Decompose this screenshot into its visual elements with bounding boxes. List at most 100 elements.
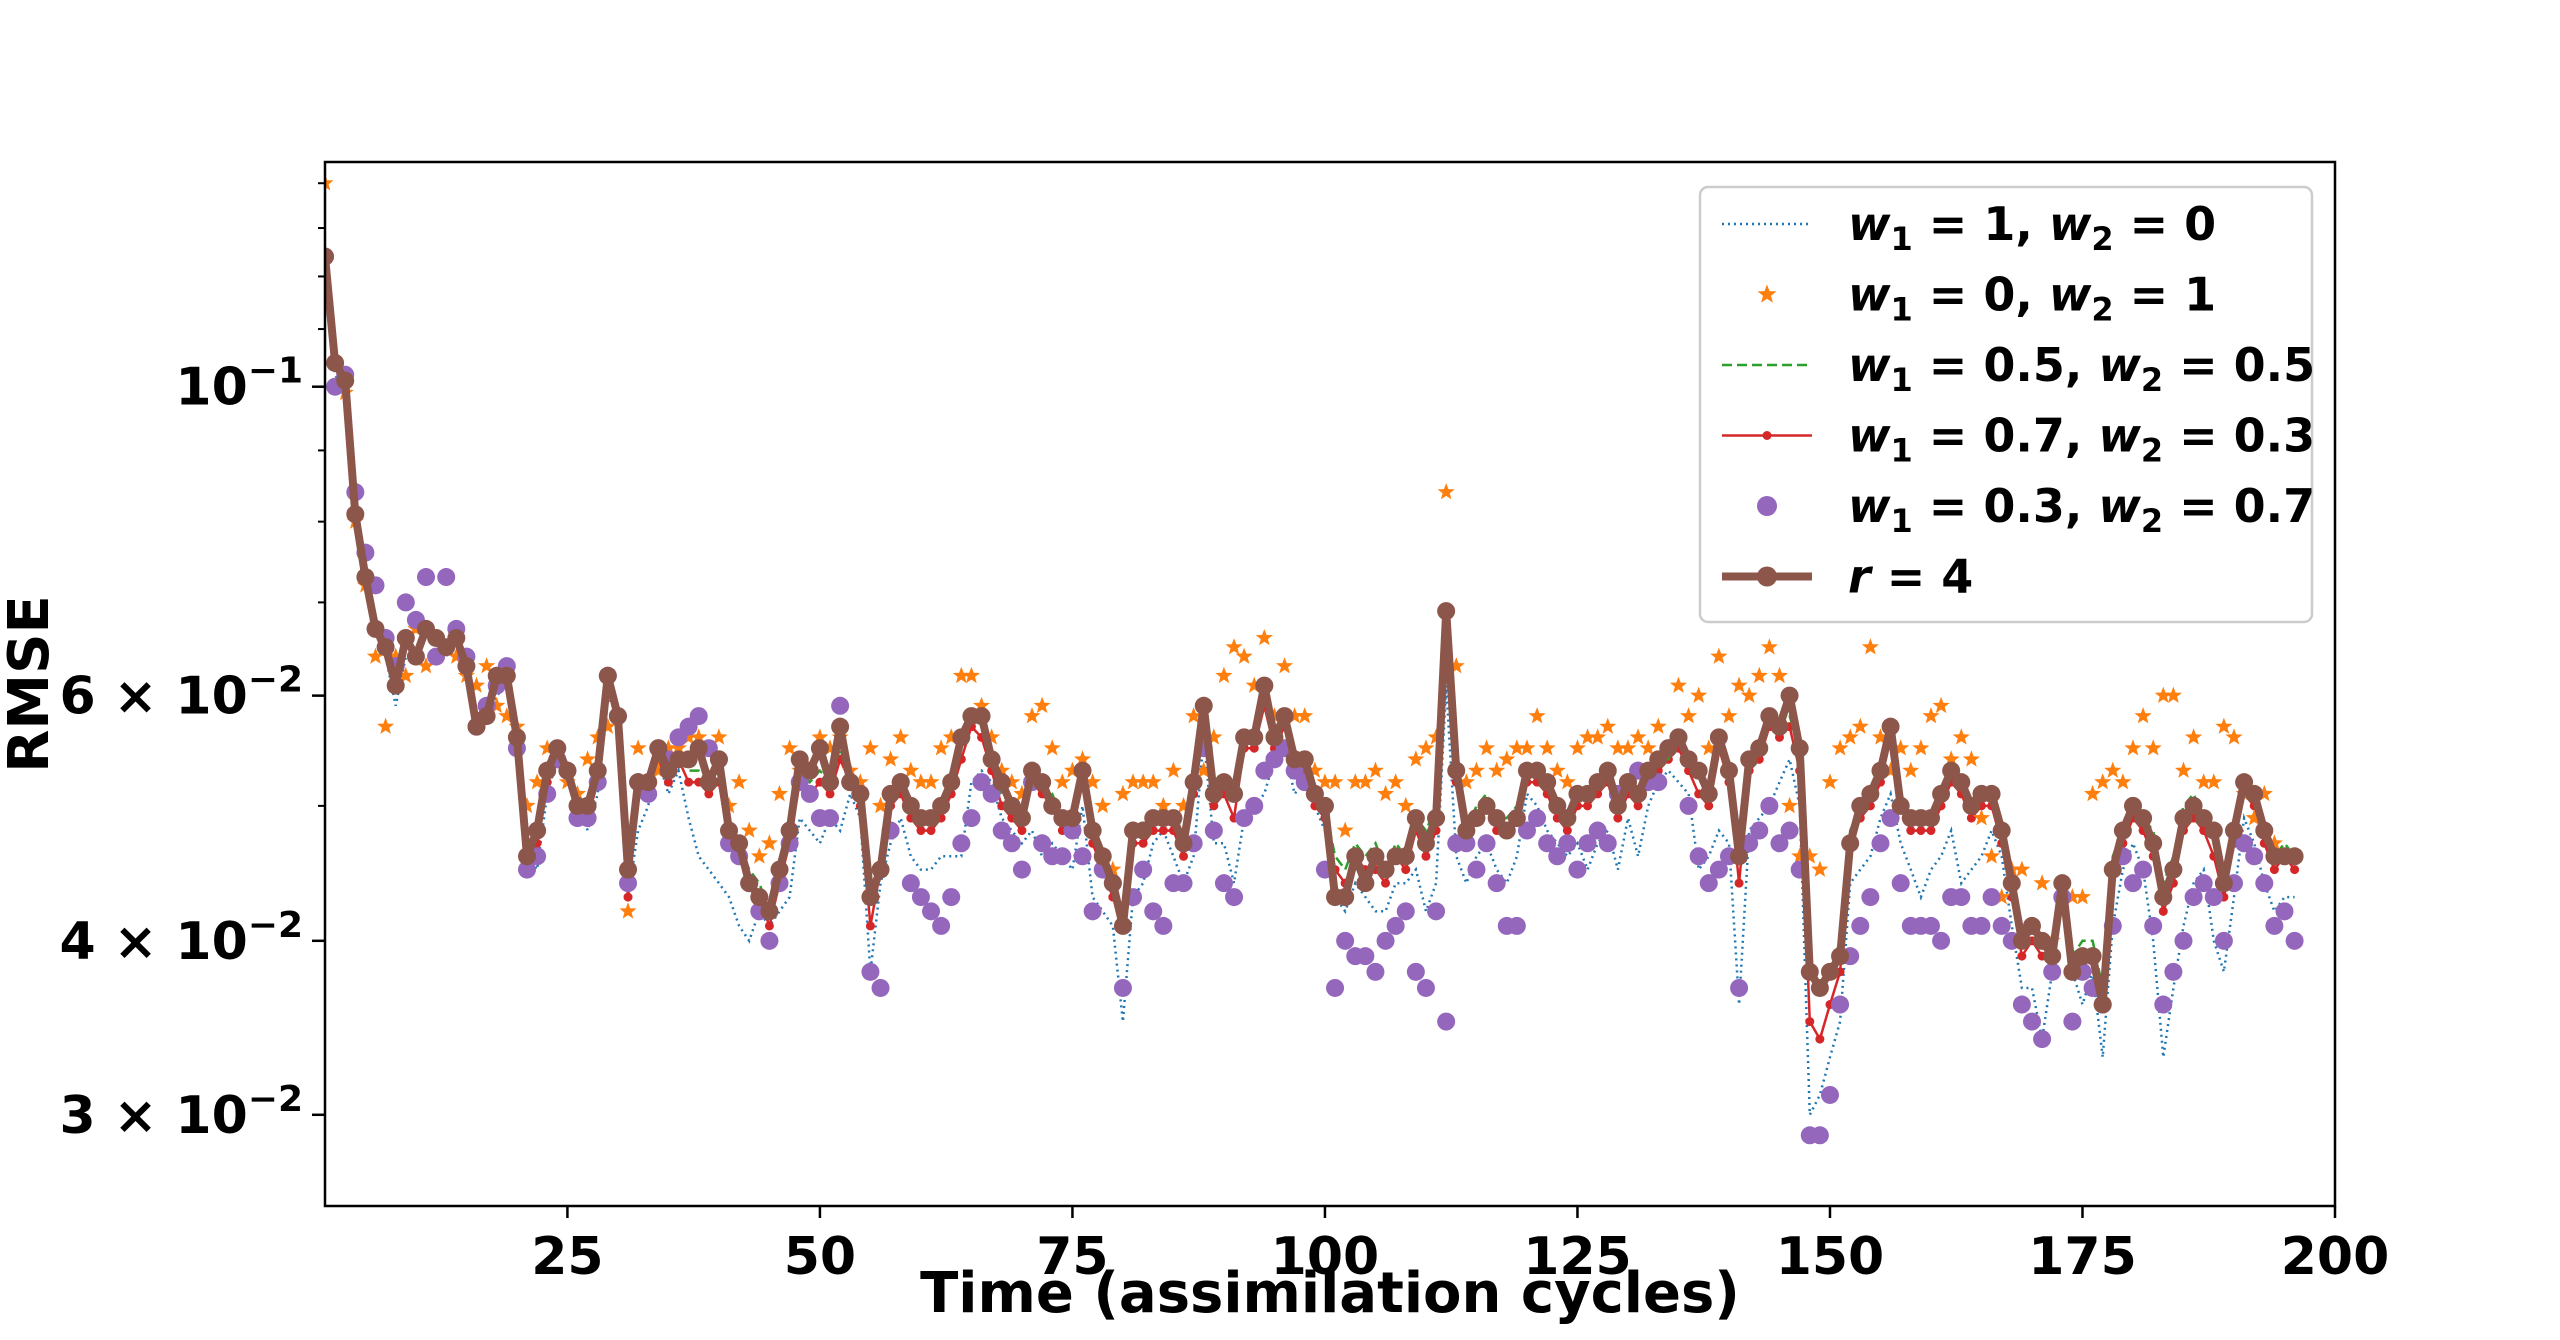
- legend-entry: w1 = 1, w2 = 0: [1722, 197, 2216, 258]
- data-point: [518, 847, 537, 866]
- data-point: [1730, 978, 1749, 997]
- data-point: [1427, 809, 1446, 828]
- data-point: [1245, 728, 1264, 747]
- data-point: [2094, 773, 2112, 790]
- data-point: [1447, 761, 1466, 780]
- legend-marker: [1757, 566, 1777, 587]
- data-point: [1093, 847, 1112, 866]
- data-point: [1175, 796, 1193, 814]
- data-point: [962, 666, 980, 684]
- data-point: [2093, 995, 2112, 1014]
- data-point: [663, 777, 673, 787]
- axes: 25 50 75 100 125 150 175 200 10−1 6 × 10−2 4 × 10−…: [59, 182, 2390, 1287]
- data-point: [1346, 773, 1364, 790]
- data-point: [1609, 739, 1627, 756]
- data-point: [2043, 962, 2062, 981]
- x-tick-label: 200: [2281, 1227, 2390, 1287]
- data-point: [942, 773, 961, 792]
- data-point: [1396, 847, 1415, 866]
- data-point: [851, 784, 870, 803]
- data-point: [1488, 761, 1506, 778]
- data-point: [982, 750, 1001, 769]
- data-point: [1922, 707, 1940, 724]
- data-point: [1134, 773, 1152, 790]
- data-point: [558, 761, 577, 780]
- data-point: [1235, 647, 1253, 664]
- data-point: [1906, 826, 1916, 836]
- data-point: [1185, 707, 1203, 724]
- data-point: [1043, 739, 1061, 756]
- data-point: [1305, 784, 1324, 803]
- data-point: [1114, 784, 1132, 802]
- data-point: [1477, 834, 1496, 853]
- data-point: [1629, 728, 1647, 745]
- data-point: [1548, 796, 1567, 815]
- legend-entry: r = 4: [1722, 550, 1973, 604]
- data-point: [2225, 728, 2243, 745]
- data-point: [528, 773, 546, 790]
- data-point: [1209, 801, 1219, 811]
- data-point: [1164, 761, 1182, 778]
- data-point: [1508, 739, 1526, 756]
- data-point: [437, 568, 456, 587]
- data-point: [811, 728, 829, 745]
- data-point: [750, 847, 768, 864]
- data-point: [2205, 773, 2223, 790]
- data-point: [377, 717, 395, 734]
- data-point: [1174, 874, 1193, 893]
- data-point: [2043, 947, 2062, 966]
- data-point: [1579, 728, 1597, 745]
- data-point: [2053, 874, 2072, 893]
- data-point: [760, 931, 779, 950]
- data-point: [1932, 784, 1951, 803]
- data-point: [1982, 784, 2001, 803]
- data-point: [2224, 821, 2243, 840]
- data-point: [1366, 847, 1385, 866]
- data-point: [578, 796, 597, 815]
- data-point: [781, 739, 799, 756]
- legend-entry: w1 = 0.5, w2 = 0.5: [1722, 338, 2315, 399]
- data-point: [1013, 784, 1031, 802]
- legend-label: r = 4: [1848, 550, 1973, 604]
- series-5: [325, 247, 2304, 1014]
- data-point: [1589, 728, 1607, 745]
- legend: w1 = 1, w2 = 0 w1 = 0, w2 = 1 w1 = 0.5, w2…: [1698, 185, 2315, 624]
- data-point: [2114, 773, 2132, 790]
- data-point: [1255, 676, 1274, 695]
- data-point: [1805, 1017, 1815, 1027]
- data-point: [1094, 796, 1112, 814]
- y-tick-label: 4 × 10−2: [59, 905, 303, 972]
- data-point: [2285, 847, 2304, 866]
- data-point: [689, 707, 708, 726]
- data-point: [2012, 995, 2031, 1014]
- data-point: [680, 728, 698, 745]
- data-point: [406, 647, 425, 666]
- data-point: [1704, 801, 1714, 811]
- data-point: [1851, 717, 1869, 734]
- data-point: [2022, 1012, 2041, 1031]
- data-point: [1033, 773, 1052, 792]
- data-point: [599, 717, 617, 734]
- data-point: [1406, 962, 1425, 981]
- data-point: [1179, 851, 1189, 861]
- data-point: [952, 834, 971, 853]
- data-point: [2033, 874, 2051, 891]
- data-point: [1003, 773, 1021, 790]
- data-point: [871, 978, 890, 997]
- data-point: [689, 739, 708, 758]
- data-point: [477, 707, 496, 726]
- data-point: [2310, 0, 2319, 5]
- data-point: [2164, 686, 2182, 703]
- data-point: [1608, 796, 1627, 815]
- data-point: [1871, 761, 1890, 780]
- data-point: [1336, 888, 1355, 907]
- data-point: [1381, 878, 1391, 888]
- data-point: [498, 707, 516, 724]
- data-point: [1457, 834, 1476, 853]
- data-point: [1932, 931, 1951, 950]
- data-point: [1538, 834, 1557, 853]
- data-point: [1750, 739, 1769, 758]
- data-point: [952, 666, 970, 684]
- data-point: [1820, 1085, 1839, 1104]
- legend-entry: w1 = 0, w2 = 1: [1757, 268, 2216, 329]
